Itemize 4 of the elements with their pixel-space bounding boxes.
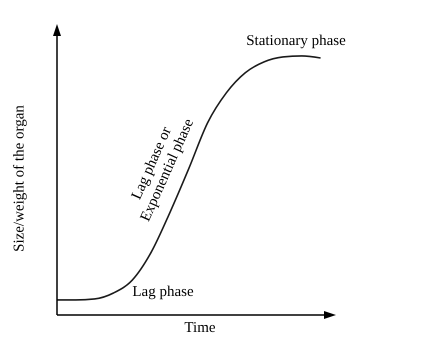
x-axis-title: Time xyxy=(183,320,217,337)
y-axis-title: Size/weight of the organ xyxy=(12,104,28,254)
text: Stationary phase xyxy=(245,33,347,50)
annotation: Lag phase xyxy=(131,284,195,301)
